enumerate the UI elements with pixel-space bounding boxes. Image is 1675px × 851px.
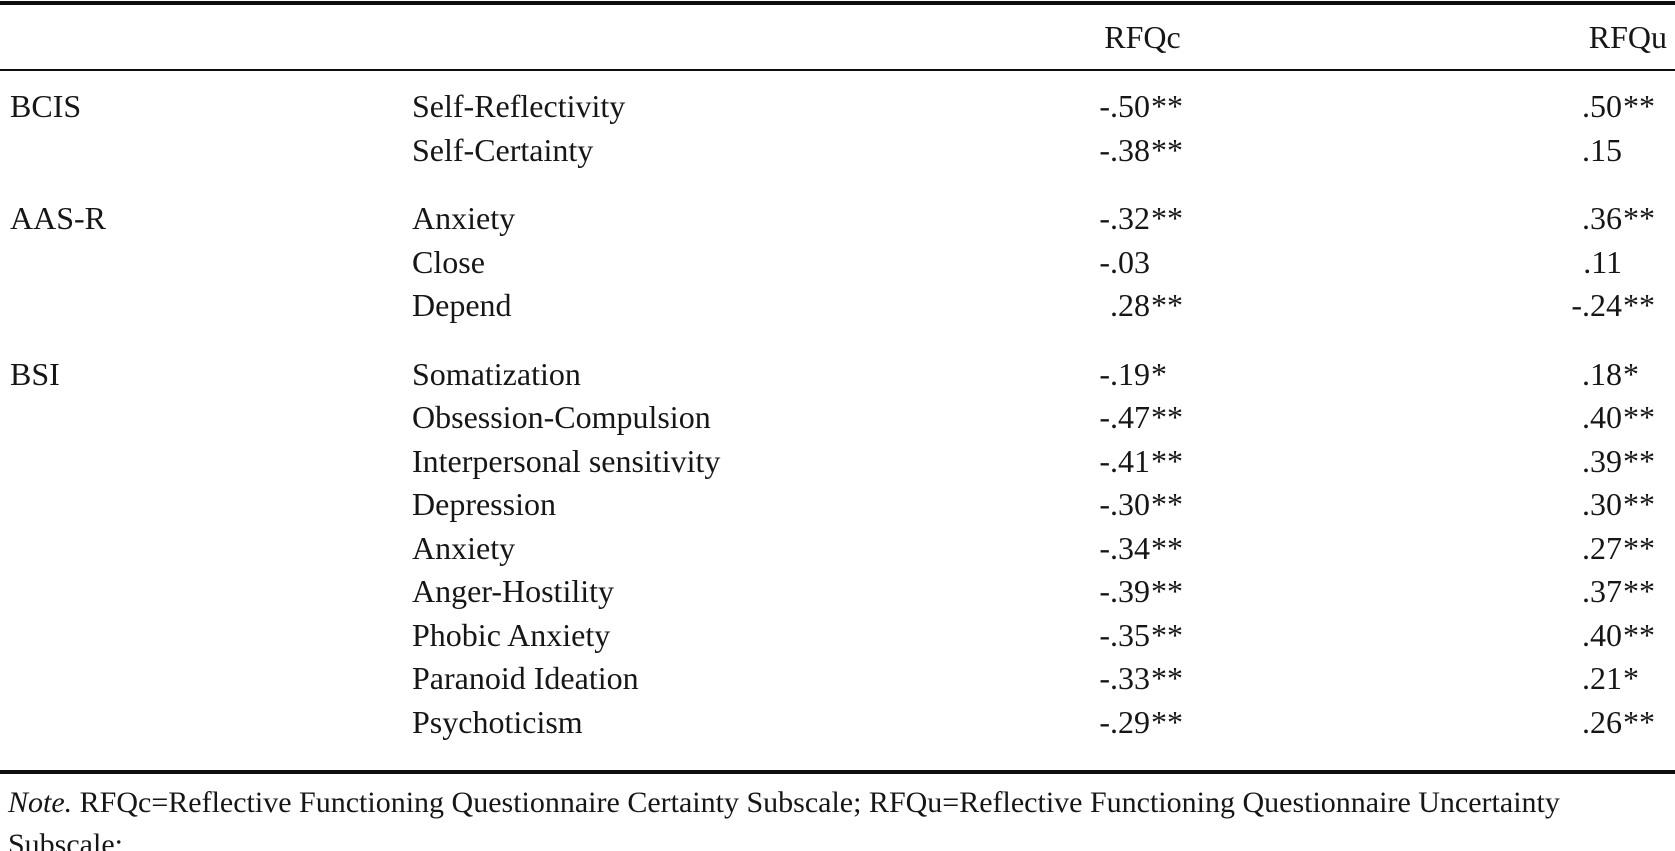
rfqc-value: -.41: [1099, 442, 1150, 479]
subscale-label: Depend: [412, 287, 512, 324]
table-row: Interpersonal sensitivity -.41 ** .39 **: [0, 440, 1675, 484]
rfqu-value: .11: [1583, 243, 1622, 280]
rfqu-significance-stars: **: [1623, 616, 1655, 653]
rfqu-value: .39: [1582, 442, 1622, 479]
rfqu-value: .37: [1582, 573, 1622, 610]
rfqc-value: -.33: [1099, 660, 1150, 697]
rfqc-value: -.03: [1099, 243, 1150, 280]
rfqu-value: -.24: [1571, 287, 1622, 324]
rfqc-significance-stars: **: [1151, 88, 1183, 125]
group-label: BCIS: [10, 88, 82, 125]
table-row: Psychoticism -.29 ** .26 **: [0, 701, 1675, 745]
top-rule: [0, 1, 1675, 5]
rfqu-value: .21: [1582, 660, 1622, 697]
table-row: Depend .28 ** -.24 **: [0, 284, 1675, 328]
group-label: BSI: [10, 355, 60, 392]
rfqc-significance-stars: **: [1151, 486, 1183, 523]
rfqu-value: .15: [1582, 131, 1622, 168]
rfqu-significance-stars: **: [1623, 529, 1655, 566]
rfqu-value: .26: [1582, 703, 1622, 740]
rfqc-value: -.35: [1099, 616, 1150, 653]
table-row: Obsession-Compulsion -.47 ** .40 **: [0, 396, 1675, 440]
rfqc-value: -.34: [1099, 529, 1150, 566]
table-row: Self-Certainty -.38 ** .15: [0, 129, 1675, 173]
table-row: Depression -.30 ** .30 **: [0, 483, 1675, 527]
subscale-label: Interpersonal sensitivity: [412, 442, 721, 479]
table-row: Anger-Hostility -.39 ** .37 **: [0, 570, 1675, 614]
rfqc-significance-stars: **: [1151, 573, 1183, 610]
subscale-label: Self-Reflectivity: [412, 88, 626, 125]
rfqc-significance-stars: **: [1151, 131, 1183, 168]
table-row: Phobic Anxiety -.35 ** .40 **: [0, 614, 1675, 658]
rfqu-value: .36: [1582, 200, 1622, 237]
rfqu-value: .27: [1582, 529, 1622, 566]
subscale-label: Paranoid Ideation: [412, 660, 639, 697]
rfqc-value: .28: [1110, 287, 1150, 324]
table-row: Paranoid Ideation -.33 ** .21 *: [0, 657, 1675, 701]
rfqu-significance-stars: **: [1623, 88, 1655, 125]
rfqc-value: -.32: [1099, 200, 1150, 237]
rfqc-value: -.47: [1099, 399, 1150, 436]
table-row: AAS-R Anxiety -.32 ** .36 **: [0, 197, 1675, 241]
subscale-label: Phobic Anxiety: [412, 616, 611, 653]
rfqu-value: .40: [1582, 399, 1622, 436]
note-line-1: Note. RFQc=Reflective Functioning Questi…: [8, 786, 1560, 851]
table-row: Anxiety -.34 ** .27 **: [0, 527, 1675, 571]
table-header-row: RFQc RFQu: [0, 5, 1675, 69]
subscale-label: Depression: [412, 486, 556, 523]
rfqu-significance-stars: **: [1623, 573, 1655, 610]
group-label: AAS-R: [10, 200, 107, 237]
table-note: Note. RFQc=Reflective Functioning Questi…: [0, 782, 1675, 851]
rfqc-significance-stars: **: [1151, 616, 1183, 653]
rfqu-value: .30: [1582, 486, 1622, 523]
rfqc-value: -.38: [1099, 131, 1150, 168]
rfqc-significance-stars: **: [1151, 660, 1183, 697]
rfqc-significance-stars: **: [1151, 200, 1183, 237]
rfqu-significance-stars: **: [1623, 486, 1655, 523]
table-row: BSI Somatization -.19 * .18 *: [0, 353, 1675, 397]
rfqc-significance-stars: **: [1151, 399, 1183, 436]
rfqc-value: -.30: [1099, 486, 1150, 523]
rfqc-significance-stars: **: [1151, 703, 1183, 740]
column-header-rfqu: RFQu: [1588, 18, 1667, 55]
subscale-label: Anger-Hostility: [412, 573, 614, 610]
note-label: Note.: [8, 786, 73, 819]
rfqc-value: -.19: [1099, 355, 1150, 392]
rfqc-significance-stars: **: [1151, 529, 1183, 566]
table-row: BCIS Self-Reflectivity -.50 ** .50 **: [0, 85, 1675, 129]
rfqc-value: -.29: [1099, 703, 1150, 740]
column-header-rfqc: RFQc: [1104, 18, 1181, 55]
table-body: BCIS Self-Reflectivity -.50 ** .50 ** Se…: [0, 71, 1675, 744]
header-rule: [0, 69, 1675, 71]
bottom-rule: [0, 770, 1675, 774]
rfqu-significance-stars: **: [1623, 287, 1655, 324]
rfqc-significance-stars: **: [1151, 287, 1183, 324]
subscale-label: Anxiety: [412, 200, 516, 237]
subscale-label: Psychoticism: [412, 703, 583, 740]
rfqc-value: -.39: [1099, 573, 1150, 610]
rfqu-value: .40: [1582, 616, 1622, 653]
subscale-label: Self-Certainty: [412, 131, 594, 168]
subscale-label: Somatization: [412, 355, 581, 392]
rfqu-significance-stars: *: [1623, 355, 1639, 392]
rfqu-significance-stars: **: [1623, 399, 1655, 436]
rfqu-significance-stars: *: [1623, 660, 1639, 697]
subscale-label: Obsession-Compulsion: [412, 399, 711, 436]
rfqu-significance-stars: **: [1623, 200, 1655, 237]
rfqc-value: -.50: [1099, 88, 1150, 125]
subscale-label: Anxiety: [412, 529, 516, 566]
rfqc-significance-stars: **: [1151, 442, 1183, 479]
subscale-label: Close: [412, 243, 485, 280]
rfqu-significance-stars: **: [1623, 703, 1655, 740]
rfqu-value: .18: [1582, 355, 1622, 392]
rfqc-significance-stars: *: [1151, 355, 1167, 392]
rfqu-value: .50: [1582, 88, 1622, 125]
rfqu-significance-stars: **: [1623, 442, 1655, 479]
table-row: Close -.03 .11: [0, 241, 1675, 285]
